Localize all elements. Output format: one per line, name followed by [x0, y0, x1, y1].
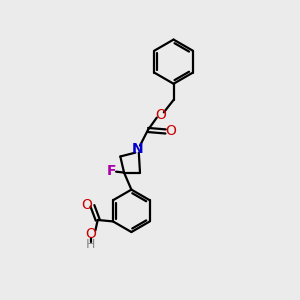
- Text: O: O: [166, 124, 176, 138]
- Text: N: N: [132, 142, 143, 156]
- Text: O: O: [85, 227, 96, 241]
- Text: O: O: [82, 198, 93, 212]
- Text: F: F: [107, 164, 116, 178]
- Text: H: H: [86, 238, 95, 251]
- Text: O: O: [155, 108, 166, 122]
